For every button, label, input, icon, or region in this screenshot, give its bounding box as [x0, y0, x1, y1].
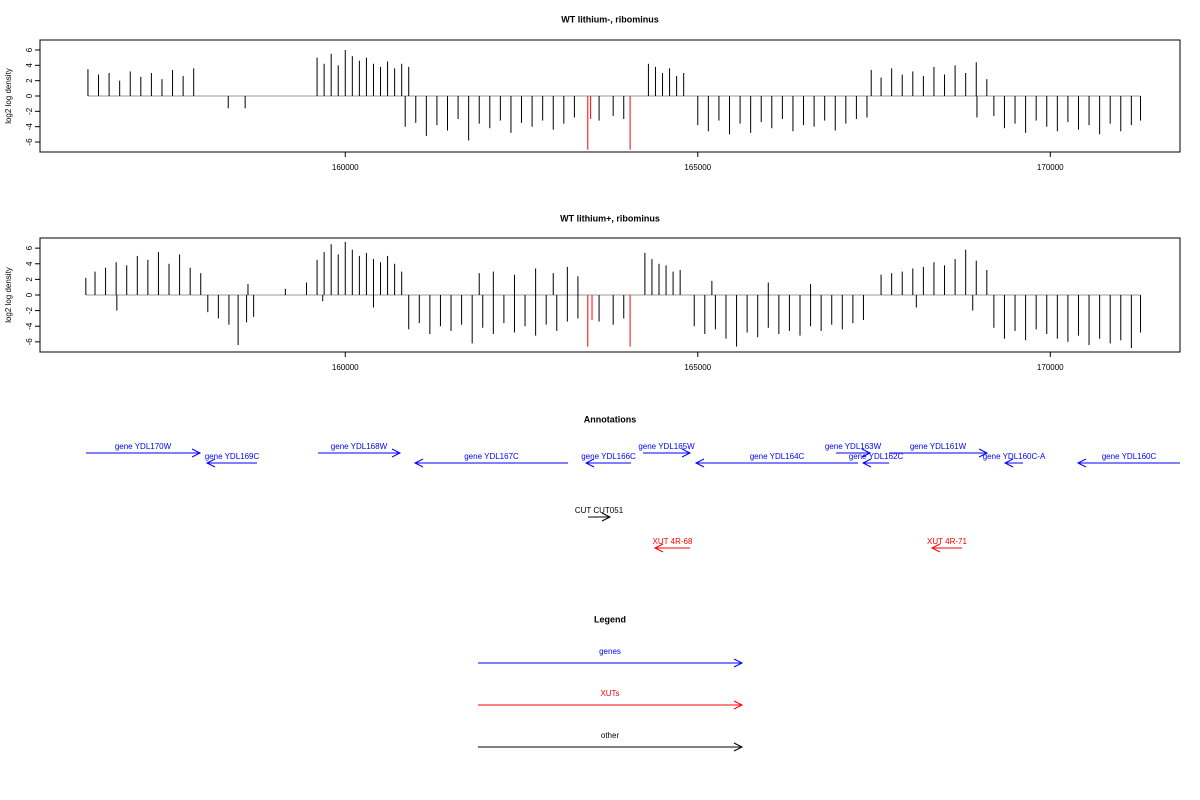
- legend-label: genes: [599, 647, 621, 656]
- feature-label: gene YDL165W: [638, 442, 695, 451]
- y-tick-label: -2: [25, 107, 34, 115]
- legend-label: XUTs: [600, 689, 619, 698]
- legend-title: Legend: [594, 614, 626, 624]
- feature-label: gene YDL167C: [464, 452, 519, 461]
- feature-label: XUT 4R-68: [653, 537, 693, 546]
- arrow-head: [584, 458, 595, 468]
- y-tick-label: -4: [25, 322, 34, 330]
- arrow-head: [653, 543, 664, 553]
- arrow-head: [1076, 458, 1087, 468]
- feature-label: gene YDL168W: [331, 442, 388, 451]
- feature-label: gene YDL164C: [750, 452, 805, 461]
- arrow-head: [733, 658, 744, 668]
- feature-label: XUT 4R-71: [927, 537, 967, 546]
- x-tick-label: 170000: [1037, 363, 1064, 372]
- arrow-head: [681, 448, 692, 458]
- y-tick-label: 4: [25, 63, 34, 68]
- arrow-head: [978, 448, 989, 458]
- y-tick-label: -2: [25, 307, 34, 315]
- feature-label: gene YDL160C: [1102, 452, 1157, 461]
- arrow-head: [413, 458, 424, 468]
- arrow-head: [205, 458, 216, 468]
- chart-title: WT lithium-, ribominus: [561, 14, 659, 24]
- feature-label: gene YDL163W: [825, 442, 882, 451]
- y-tick-label: 6: [25, 47, 34, 52]
- arrow-head: [191, 448, 202, 458]
- y-tick-label: -4: [25, 123, 34, 131]
- chart-title: WT lithium+, ribominus: [560, 213, 660, 223]
- y-axis-label: log2 log density: [4, 267, 13, 323]
- arrow-head: [391, 448, 402, 458]
- feature-label: gene YDL161W: [910, 442, 967, 451]
- y-tick-label: 0: [25, 292, 34, 297]
- x-tick-label: 165000: [684, 363, 711, 372]
- arrow-head: [733, 700, 744, 710]
- x-tick-label: 160000: [332, 163, 359, 172]
- y-tick-label: -6: [25, 338, 34, 346]
- feature-label: gene YDL162C: [849, 452, 904, 461]
- y-tick-label: 2: [25, 277, 34, 282]
- y-tick-label: 0: [25, 93, 34, 98]
- arrow-head: [861, 448, 872, 458]
- y-tick-label: 4: [25, 261, 34, 266]
- y-axis-label: log2 log density: [4, 68, 13, 124]
- x-tick-label: 160000: [332, 363, 359, 372]
- feature-label: gene YDL166C: [581, 452, 636, 461]
- arrow-head: [694, 458, 705, 468]
- arrow-head: [601, 512, 612, 522]
- arrow-head: [930, 543, 941, 553]
- arrow-head: [1003, 458, 1014, 468]
- feature-label: gene YDL160C-A: [983, 452, 1046, 461]
- x-tick-label: 165000: [684, 163, 711, 172]
- y-tick-label: 6: [25, 245, 34, 250]
- feature-label: gene YDL169C: [205, 452, 260, 461]
- arrow-head: [733, 742, 744, 752]
- x-tick-label: 170000: [1037, 163, 1064, 172]
- y-tick-label: -6: [25, 138, 34, 146]
- arrow-head: [861, 458, 872, 468]
- y-tick-label: 2: [25, 78, 34, 83]
- feature-label: CUT CUT051: [575, 506, 624, 515]
- annotations-title: Annotations: [584, 414, 637, 424]
- legend-label: other: [601, 731, 620, 740]
- feature-label: gene YDL170W: [115, 442, 172, 451]
